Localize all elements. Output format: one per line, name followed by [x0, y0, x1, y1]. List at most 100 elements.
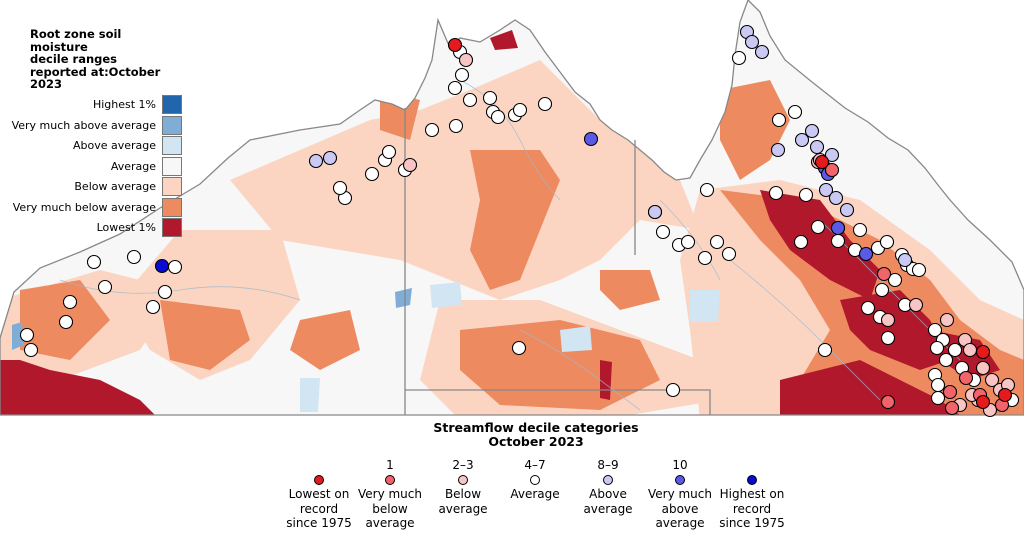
station-marker	[879, 234, 895, 250]
legend-swatch	[162, 218, 182, 238]
station-marker	[424, 122, 440, 138]
streamflow-decile-number	[279, 458, 359, 473]
streamflow-label: Average	[510, 487, 560, 501]
station-marker	[938, 352, 954, 368]
station-marker	[364, 166, 380, 182]
station-marker	[860, 300, 876, 316]
station-marker	[939, 312, 955, 328]
streamflow-decile-number: 8–9	[597, 458, 619, 472]
station-marker	[809, 139, 825, 155]
soil-moisture-legend-title: Root zone soil moisture decile ranges re…	[30, 27, 161, 91]
station-marker	[154, 258, 170, 274]
legend-very-much-below-average: Very much below average	[13, 197, 182, 218]
station-marker	[787, 104, 803, 120]
legend-swatch	[162, 95, 182, 115]
station-marker	[880, 312, 896, 328]
station-marker	[697, 250, 713, 266]
station-marker	[58, 314, 74, 330]
legend-swatch	[162, 197, 182, 217]
station-marker	[984, 372, 1000, 388]
station-marker	[86, 254, 102, 270]
station-marker	[145, 299, 161, 315]
station-marker	[771, 112, 787, 128]
station-marker	[962, 342, 978, 358]
station-marker	[930, 390, 946, 406]
station-marker	[699, 182, 715, 198]
streamflow-lowest-on-record: Lowest on record since 1975	[279, 458, 359, 531]
legend-swatch	[162, 156, 182, 176]
station-marker	[887, 272, 903, 288]
streamflow-highest-on-record: Highest on record since 1975	[712, 458, 792, 531]
station-marker	[126, 249, 142, 265]
station-marker	[911, 262, 927, 278]
station-marker	[818, 182, 834, 198]
station-marker	[62, 294, 78, 310]
station-marker	[721, 246, 737, 262]
station-marker	[167, 259, 183, 275]
station-marker	[793, 234, 809, 250]
streamflow-above-average: 8–9 Above average	[568, 458, 648, 516]
station-marker	[929, 340, 945, 356]
soil-moisture-legend: Root zone soil moisture decile ranges re…	[12, 27, 182, 238]
legend-label: Lowest 1%	[96, 221, 156, 235]
very-much-above-average-areas	[12, 288, 412, 350]
state-borders	[0, 0, 1024, 416]
streamflow-decile-number: 1	[386, 458, 394, 472]
station-marker	[817, 342, 833, 358]
legend-swatch	[162, 115, 182, 135]
station-marker	[482, 90, 498, 106]
station-marker	[511, 340, 527, 356]
legend-label: Above average	[72, 139, 156, 153]
streamflow-label: Above average	[583, 487, 633, 516]
streamflow-decile-number	[712, 458, 792, 473]
legend-label: Very much below average	[12, 200, 156, 214]
streamflow-label: Very much below average	[357, 487, 422, 530]
station-marker	[880, 330, 896, 346]
station-marker	[897, 252, 913, 268]
station-marker	[798, 187, 814, 203]
streamflow-label: Very much above average	[647, 487, 712, 530]
station-marker	[768, 185, 784, 201]
streamflow-label: Below average	[438, 487, 488, 516]
legend-above-average: Above average	[30, 136, 182, 157]
streamflow-very-much-below-average: 1 Very much below average	[350, 458, 430, 531]
station-marker	[680, 234, 696, 250]
legend-highest-1-percent: Highest 1%	[30, 95, 182, 116]
station-marker	[157, 284, 173, 300]
station-marker	[709, 234, 725, 250]
station-marker	[665, 382, 681, 398]
station-marker	[447, 80, 463, 96]
legend-label: Very much above average	[11, 118, 156, 132]
station-marker	[942, 384, 958, 400]
station-marker	[462, 92, 478, 108]
streamflow-average: 4–7 Average	[495, 458, 575, 502]
streamflow-label: Highest on record since 1975	[719, 487, 785, 530]
streamflow-marker	[385, 475, 395, 485]
above-average-areas	[300, 282, 720, 412]
station-marker	[876, 266, 892, 282]
streamflow-decile-number: 4–7	[524, 458, 546, 472]
station-marker	[839, 202, 855, 218]
legend-below-average: Below average	[30, 177, 182, 198]
station-marker	[824, 162, 840, 178]
legend-label: Below average	[74, 180, 156, 194]
station-marker	[744, 34, 760, 50]
legend-swatch	[162, 136, 182, 156]
station-marker	[308, 153, 324, 169]
streamflow-marker	[458, 475, 468, 485]
station-marker	[908, 297, 924, 313]
station-marker	[731, 50, 747, 66]
station-marker	[874, 282, 890, 298]
station-marker	[512, 102, 528, 118]
station-marker	[958, 370, 974, 386]
station-marker	[830, 233, 846, 249]
station-marker	[810, 219, 826, 235]
streamflow-very-much-above-average: 10 Very much above average	[640, 458, 720, 531]
station-marker	[447, 37, 463, 53]
streamflow-decile-number: 10	[672, 458, 688, 472]
streamflow-marker	[603, 475, 613, 485]
station-marker	[19, 327, 35, 343]
station-marker	[381, 144, 397, 160]
station-marker	[930, 377, 946, 393]
